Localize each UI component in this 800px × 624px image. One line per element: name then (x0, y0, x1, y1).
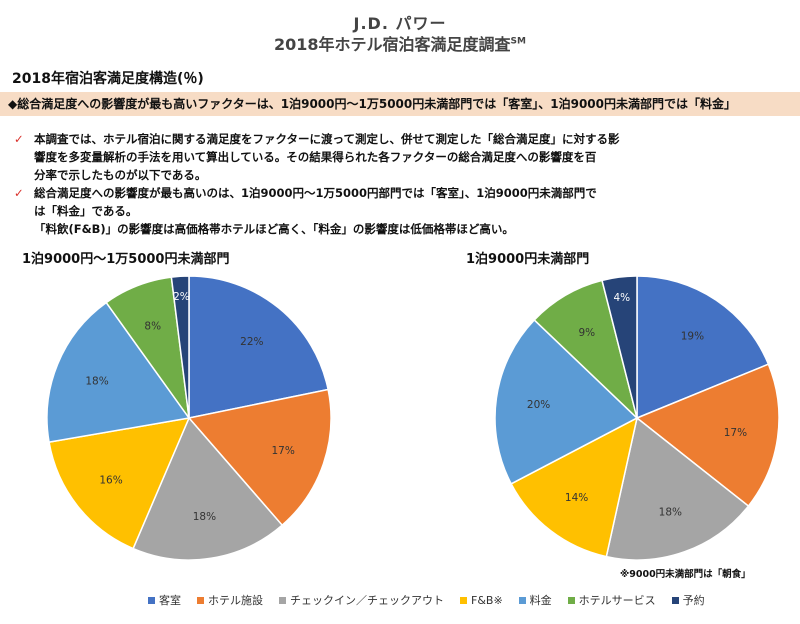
legend: 客室 ホテル施設 チェックイン／チェックアウト F&B※ 料金 ホテルサービス … (148, 592, 705, 608)
pie-left-label-3: 16% (99, 475, 122, 487)
legend-item: ホテル施設 (197, 592, 263, 608)
section-title: 2018年宿泊客満足度構造(％) (12, 71, 204, 87)
report-title-text: 2018年ホテル宿泊客満足度調査 (274, 35, 511, 54)
pie-right-slice-5 (533, 279, 639, 421)
pie-right-slice-0 (636, 275, 770, 420)
pie-left-slice-4 (46, 301, 191, 444)
pie-left-slice-1 (187, 388, 332, 527)
legend-swatch (197, 596, 204, 604)
legend-label: 予約 (682, 594, 705, 607)
pie-right-slice-3 (510, 416, 639, 558)
pie-right-label-2: 18% (659, 507, 682, 519)
report-title: 2018年ホテル宿泊客満足度調査SM (0, 31, 800, 55)
legend-item: 予約 (671, 592, 705, 608)
legend-label: ホテルサービス (578, 594, 656, 607)
pie-left-slice-3 (48, 417, 191, 550)
highlight-banner: ◆総合満足度への影響度が最も高いファクターは、1泊9000円～1万5000円未満… (0, 92, 800, 116)
legend-label: 料金 (529, 594, 552, 607)
pie-right-label-1: 17% (724, 427, 747, 439)
pie-right-slice-4 (494, 318, 639, 485)
legend-swatch (279, 596, 286, 604)
legend-label: 客室 (159, 594, 181, 607)
legend-swatch (460, 596, 467, 604)
legend-item: F&B※ (460, 592, 503, 608)
note-line: 「料飲(F&B)」の影響度は高価格帯ホテルほど高く、「料金」の影響度は低価格帯ほ… (34, 222, 514, 236)
bullet-1: ✓ 本調査では、ホテル宿泊に関する満足度をファクターに渡って測定し、併せて測定し… (14, 130, 714, 184)
check-mark-icon: ✓ (14, 132, 24, 146)
check-mark-icon: ✓ (14, 186, 24, 200)
pie-right-label-6: 4% (614, 292, 631, 304)
pie-left-slice-6 (170, 275, 190, 419)
pie-left-title: 1泊9000円～1万5000円未満部門 (22, 252, 230, 267)
legend-swatch (671, 596, 679, 604)
bullet-2: ✓ 総合満足度への影響度が最も高いのは、1泊9000円～1万5000円部門では「… (14, 184, 714, 220)
pie-right-label-3: 14% (565, 492, 588, 504)
pie-left-label-4: 18% (85, 375, 108, 387)
description-bullets: ✓ 本調査では、ホテル宿泊に関する満足度をファクターに渡って測定し、併せて測定し… (14, 130, 714, 238)
legend-swatch (148, 596, 155, 604)
legend-label: チェックイン／チェックアウト (290, 594, 444, 607)
pie-left-label-1: 17% (271, 445, 294, 457)
legend-label: ホテル施設 (208, 594, 263, 607)
pie-right-slice-1 (635, 363, 780, 508)
legend-swatch (518, 596, 526, 604)
bullet-line: 響度を多変量解析の手法を用いて算出している。その結果得られた各ファクターの総合満… (34, 150, 597, 164)
pie-right-label-0: 19% (681, 330, 704, 342)
brand-title: J.D. パワー (353, 14, 447, 33)
pie-left-label-0: 22% (240, 336, 263, 348)
bullet-line: 分率で示したものが以下である。 (34, 168, 207, 182)
footnote: ※9000円未満部門は「朝食」 (620, 569, 751, 580)
pie-right-label-4: 20% (527, 399, 550, 411)
legend-item: チェックイン／チェックアウト (279, 592, 444, 608)
pie-left-label-6: 2% (173, 291, 190, 303)
legend-item: 客室 (148, 592, 181, 608)
bullet-line: 総合満足度への影響度が最も高いのは、1泊9000円～1万5000円部門では「客室… (34, 186, 597, 200)
pie-left-slice-2 (132, 416, 284, 561)
pie-left-slice-0 (188, 275, 329, 419)
legend-label: F&B※ (471, 593, 503, 607)
service-mark: SM (510, 36, 526, 47)
pie-right-slice-6 (601, 275, 638, 419)
pie-right-label-5: 9% (579, 327, 596, 339)
legend-swatch (567, 596, 575, 604)
legend-item: 料金 (518, 592, 552, 608)
bullet-line: は「料金」である。 (34, 204, 138, 218)
pie-right-slice-2 (605, 416, 750, 561)
pie-left-label-2: 18% (193, 511, 216, 523)
pie-right-title: 1泊9000円未満部門 (466, 252, 590, 267)
legend-item: ホテルサービス (567, 592, 656, 608)
bullet-line: 本調査では、ホテル宿泊に関する満足度をファクターに渡って測定し、併せて測定した「… (34, 132, 620, 146)
pie-left-label-5: 8% (144, 320, 161, 332)
